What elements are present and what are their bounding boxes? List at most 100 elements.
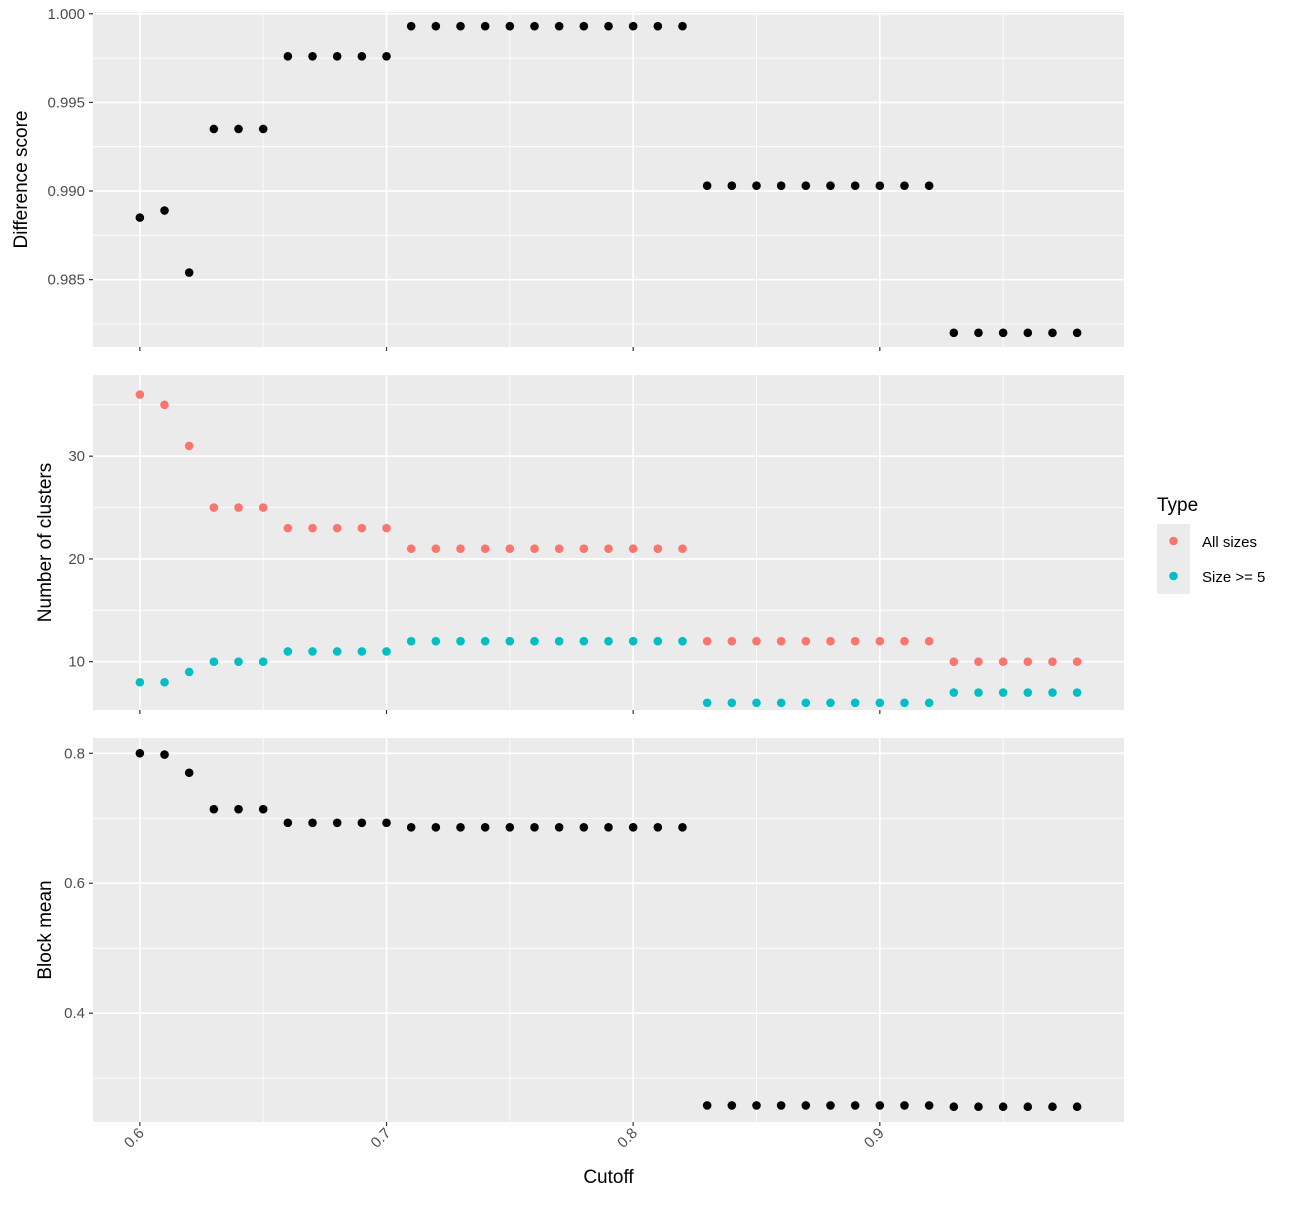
data-point (160, 400, 169, 410)
data-point (406, 21, 416, 31)
data-point (604, 544, 613, 553)
data-point (283, 52, 293, 61)
data-point (826, 181, 835, 191)
data-point (357, 647, 367, 656)
data-point (752, 1101, 761, 1110)
data-point (604, 21, 613, 31)
data-point (234, 657, 243, 667)
data-point (653, 636, 663, 646)
data-point (209, 124, 219, 134)
data-point (184, 441, 194, 451)
data-point (678, 544, 687, 553)
data-point (308, 523, 317, 533)
data-point (752, 181, 761, 191)
data-point (406, 823, 416, 832)
data-point (530, 544, 539, 553)
series-2 (135, 636, 1082, 708)
data-point (826, 1101, 835, 1110)
data-point (505, 21, 515, 31)
data-point (209, 804, 219, 814)
data-point (135, 390, 145, 399)
data-point (382, 818, 391, 828)
data-point (949, 657, 959, 667)
data-point (678, 21, 687, 31)
legend-key-point (1169, 571, 1178, 581)
data-point (653, 544, 663, 553)
x-tick-label: 0.7 (368, 1125, 395, 1152)
data-point (998, 1102, 1008, 1112)
data-point (332, 523, 342, 533)
data-point (604, 823, 613, 832)
data-point (431, 636, 441, 646)
panel-3: 0.4 0.6 0.8 Block mean (35, 738, 1124, 1126)
data-point (530, 21, 539, 31)
data-point (308, 52, 317, 61)
data-point (283, 647, 293, 656)
data-point (209, 657, 219, 667)
data-point (850, 698, 860, 708)
data-point (776, 1101, 786, 1110)
data-point (579, 544, 589, 553)
data-point (382, 52, 391, 61)
data-point (875, 181, 885, 191)
data-point (184, 768, 194, 778)
data-point (579, 21, 589, 31)
data-point (209, 503, 219, 512)
data-point (431, 544, 441, 553)
y-tick-label: 0.4 (64, 1005, 85, 1022)
data-point (900, 181, 909, 191)
data-point (752, 636, 761, 646)
data-point (628, 544, 638, 553)
legend-entry-label: Size >= 5 (1202, 569, 1265, 586)
data-point (850, 636, 860, 646)
data-point (505, 544, 515, 553)
y-tick-label: 0.990 (47, 183, 85, 200)
data-point (604, 636, 613, 646)
data-point (406, 636, 416, 646)
data-point (1072, 657, 1082, 667)
data-point (160, 750, 169, 759)
data-point (258, 124, 268, 134)
legend-key-point (1169, 536, 1178, 546)
data-point (283, 818, 293, 828)
legend-entry-label: All sizes (1202, 534, 1257, 551)
data-point (480, 21, 490, 31)
data-point (850, 181, 860, 191)
data-point (924, 698, 934, 708)
data-point (579, 823, 589, 832)
data-point (184, 667, 194, 677)
data-point (678, 823, 687, 832)
data-point (998, 328, 1008, 338)
data-point (456, 823, 465, 832)
data-point (308, 647, 317, 656)
data-point (505, 636, 515, 646)
data-point (974, 688, 983, 697)
x-tick-label: 0.6 (121, 1125, 148, 1152)
data-point (776, 698, 786, 708)
data-point (727, 181, 737, 191)
data-point (1048, 688, 1057, 697)
data-point (826, 636, 835, 646)
data-point (234, 503, 243, 512)
data-point (357, 52, 367, 61)
data-point (949, 328, 959, 338)
data-point (456, 544, 465, 553)
data-point (702, 698, 712, 708)
data-point (727, 1101, 737, 1110)
data-point (1023, 688, 1033, 697)
data-point (850, 1101, 860, 1110)
data-point (702, 636, 712, 646)
y-tick-label: 20 (68, 551, 85, 568)
data-point (826, 698, 835, 708)
data-point (875, 698, 885, 708)
data-point (678, 636, 687, 646)
data-point (184, 268, 194, 277)
series-1 (135, 748, 1082, 1112)
data-point (431, 823, 441, 832)
data-point (135, 213, 145, 222)
y-tick-label: 0.985 (47, 272, 85, 289)
panel-background (93, 12, 1124, 347)
data-point (702, 181, 712, 191)
data-point (135, 677, 145, 687)
